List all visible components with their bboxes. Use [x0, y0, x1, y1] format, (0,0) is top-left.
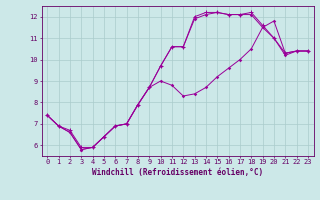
X-axis label: Windchill (Refroidissement éolien,°C): Windchill (Refroidissement éolien,°C): [92, 168, 263, 177]
